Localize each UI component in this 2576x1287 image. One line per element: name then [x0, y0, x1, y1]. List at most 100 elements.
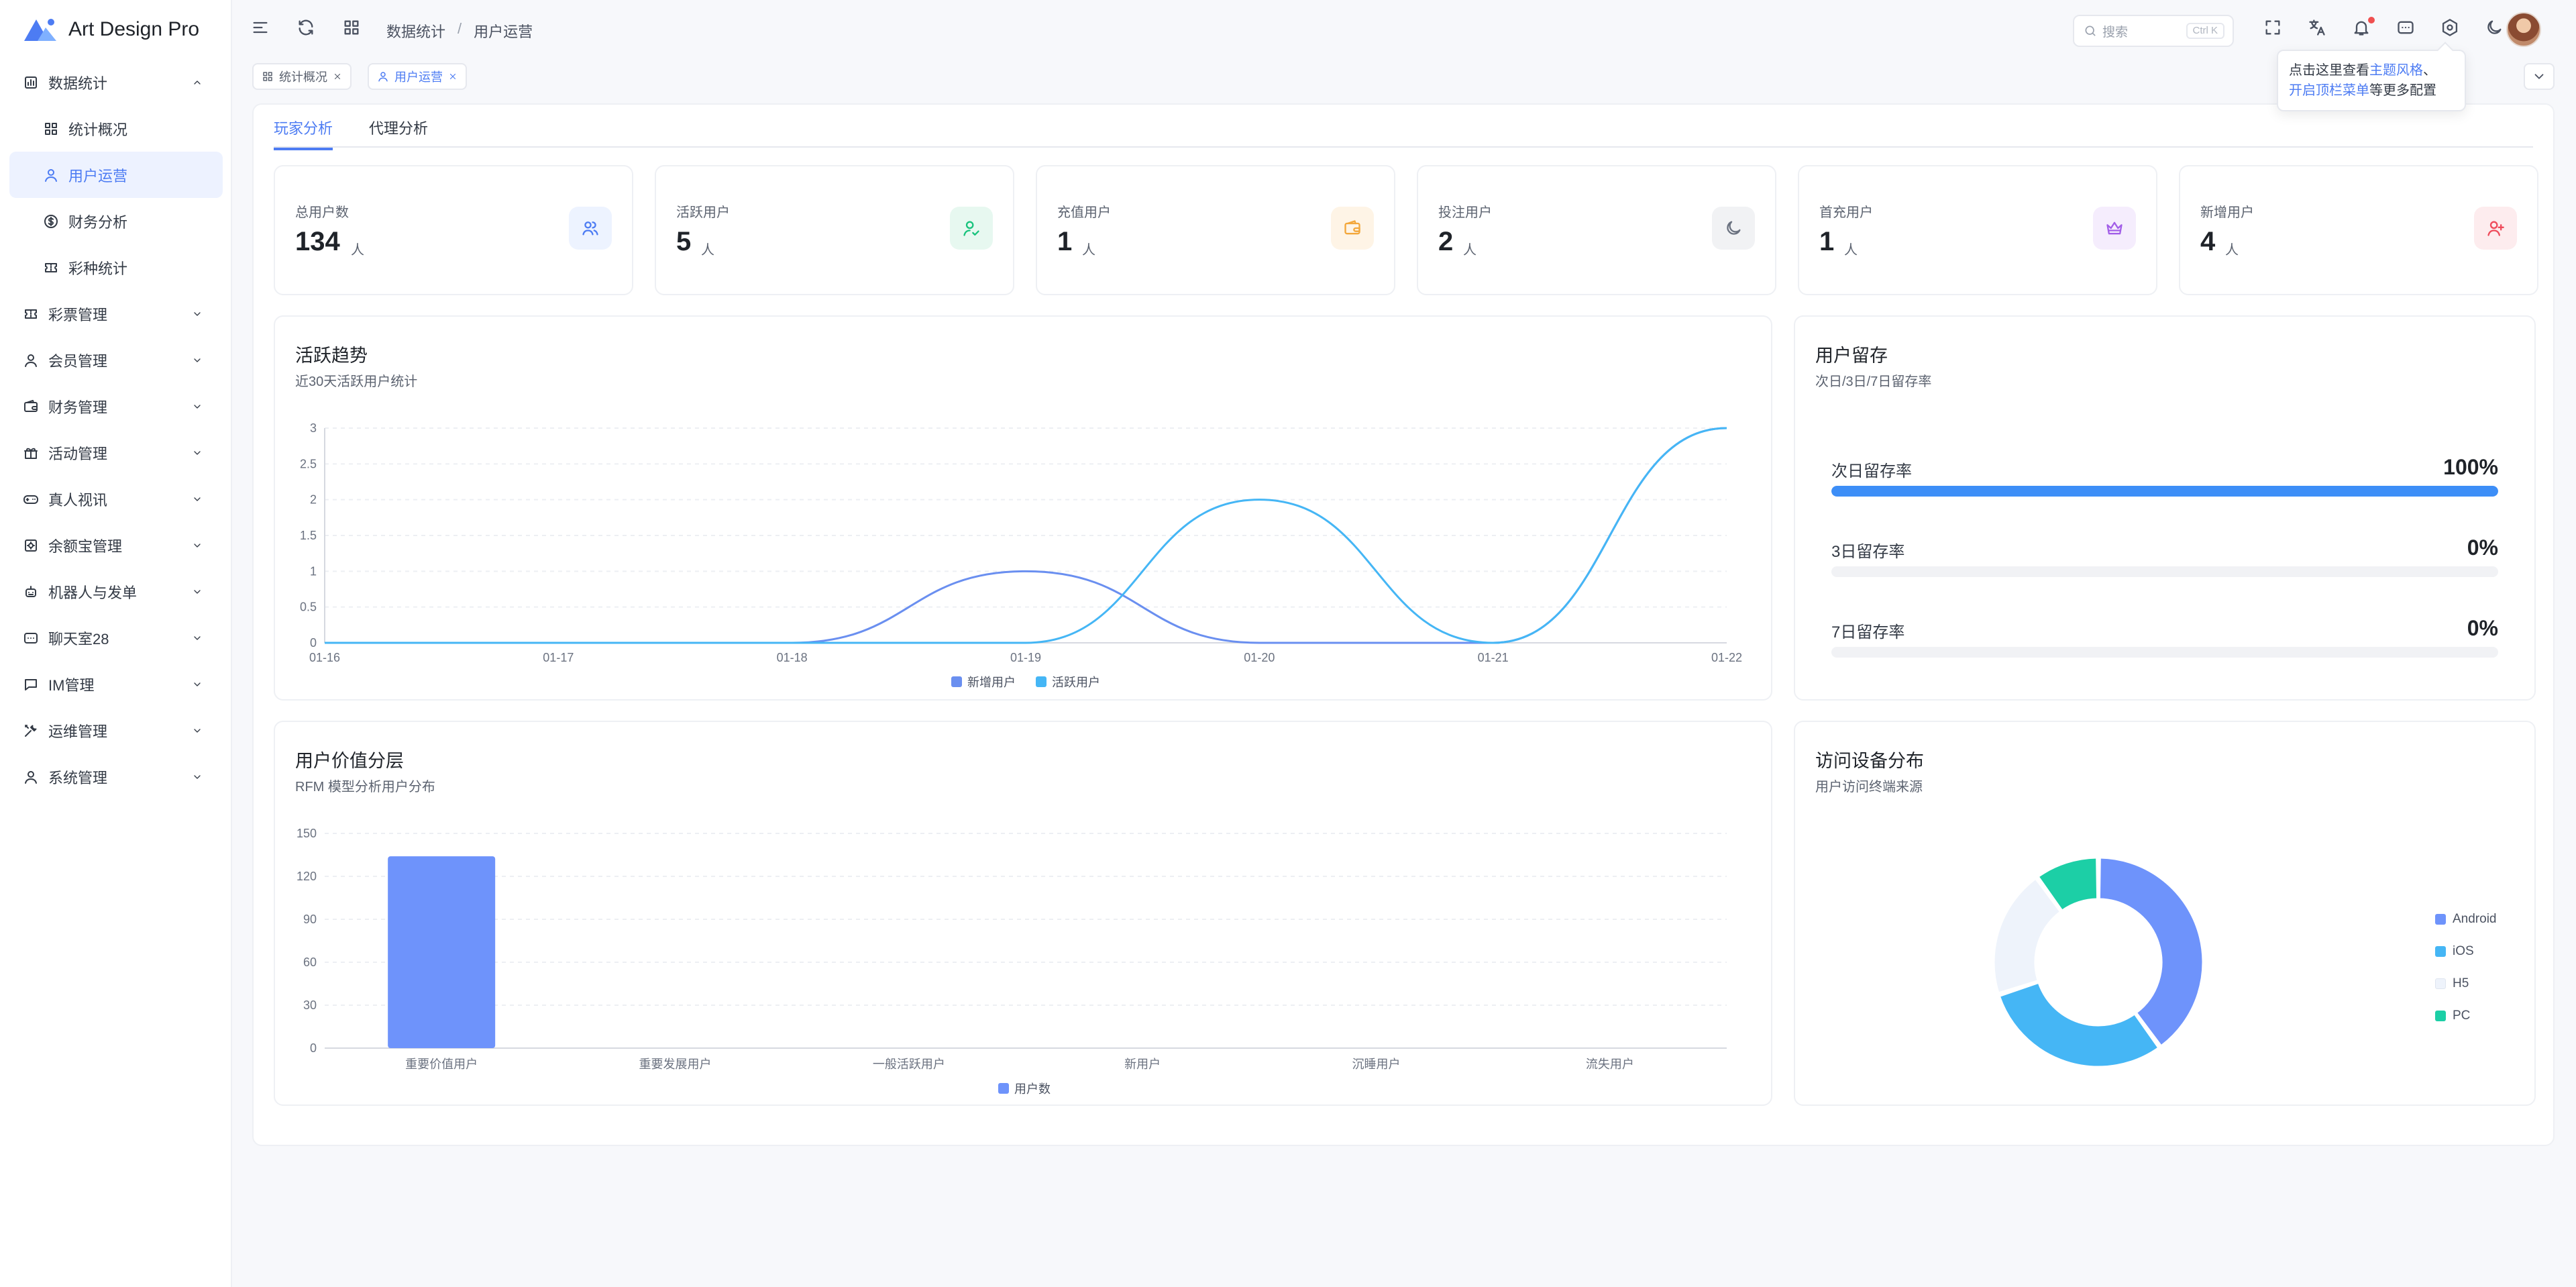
page-tab-overview[interactable]: 统计概况: [252, 63, 352, 90]
apps-grid-icon[interactable]: [342, 18, 364, 40]
x-tick-label: 新用户: [1124, 1058, 1161, 1071]
app-logo[interactable]: Art Design Pro: [23, 16, 199, 43]
legend-label[interactable]: 用户数: [1014, 1082, 1051, 1096]
y-tick-label: 150: [297, 827, 317, 840]
legend-item[interactable]: Android: [2435, 903, 2497, 935]
legend-item[interactable]: PC: [2435, 1000, 2497, 1032]
value-tier-card: 用户价值分层 RFM 模型分析用户分布 0 30 60 90 120 150 重要价值用户 重…: [274, 721, 1772, 1106]
donut-slice-3[interactable]: [2037, 856, 2099, 912]
sidebar-item-11[interactable]: 系统管理: [0, 754, 232, 800]
stat-label: 活跃用户: [676, 205, 730, 220]
sidebar-subitem-0[interactable]: 统计概况: [0, 105, 232, 152]
main-content: 玩家分析 代理分析 总用户数 134 人 活跃用户 5 人 充值用户 1 人 投…: [252, 103, 2555, 1146]
chat-icon: [24, 632, 38, 644]
stat-icon-box: [1712, 207, 1755, 250]
chevron-down-icon: [194, 497, 201, 501]
grid-icon: [45, 122, 57, 135]
donut-slice-2[interactable]: [1992, 877, 2062, 994]
notification-dot: [2368, 17, 2375, 23]
sidebar-item-10[interactable]: 运维管理: [0, 707, 232, 754]
users-icon: [582, 221, 598, 236]
value-tier-chart: 0 30 60 90 120 150 重要价值用户 重要发展用户 一般活跃用户 新用户 沉睡用户 流失…: [297, 827, 1727, 1096]
dark-mode-moon-icon[interactable]: [2485, 18, 2506, 40]
sidebar-item-2[interactable]: 会员管理: [0, 337, 232, 383]
user-icon: [45, 168, 57, 182]
app-title: Art Design Pro: [68, 18, 200, 40]
bar[interactable]: [388, 856, 496, 1048]
grid-icon: [263, 72, 272, 81]
breadcrumb-item-stats[interactable]: 数据统计: [386, 23, 446, 40]
top-menu-link[interactable]: 开启顶栏菜单: [2289, 83, 2369, 98]
sidebar-subitem-3[interactable]: 彩种统计: [0, 244, 232, 291]
legend-label: iOS: [2453, 944, 2474, 958]
legend-label[interactable]: 新增用户: [967, 676, 1016, 689]
sidebar-item-6[interactable]: 余额宝管理: [0, 522, 232, 568]
gamepad-icon: [23, 495, 38, 504]
stat-value: 2: [1438, 227, 1454, 256]
x-tick-label: 01-21: [1478, 651, 1509, 664]
donut-slice-0[interactable]: [2098, 856, 2204, 1047]
sidebar-item-0[interactable]: 数据统计: [0, 59, 232, 105]
sidebar-item-4[interactable]: 活动管理: [0, 429, 232, 476]
settings-gear-icon[interactable]: [2440, 18, 2462, 40]
user-plus-icon: [2487, 221, 2504, 236]
chevron-down-icon: [194, 450, 201, 455]
sidebar-item-label: 会员管理: [48, 352, 108, 370]
tooltip-text: 等更多配置: [2369, 83, 2436, 98]
chevron-down-icon: [194, 728, 201, 733]
sidebar-item-7[interactable]: 机器人与发单: [0, 568, 232, 615]
menu-toggle-icon[interactable]: [251, 18, 272, 40]
sidebar-item-8[interactable]: 聊天室28: [0, 615, 232, 661]
sidebar-item-1[interactable]: 彩票管理: [0, 291, 232, 337]
active-trend-title: 活跃趋势: [295, 346, 368, 366]
sidebar-subitem-1[interactable]: 用户运营: [9, 152, 223, 198]
search-icon: [2085, 25, 2096, 36]
tab-agent-analysis[interactable]: 代理分析: [369, 120, 429, 137]
retention-label: 7日留存率: [1831, 623, 1905, 641]
legend-item[interactable]: H5: [2435, 968, 2497, 1000]
sidebar-item-3[interactable]: 财务管理: [0, 383, 232, 429]
series-line-1: [325, 427, 1727, 644]
legend-swatch: [998, 1083, 1009, 1094]
translate-icon[interactable]: [2308, 18, 2329, 40]
theme-style-link[interactable]: 主题风格: [2369, 63, 2423, 78]
chat-icon[interactable]: [2396, 18, 2418, 40]
sidebar-item-label: 机器人与发单: [48, 584, 138, 601]
sidebar-subitem-2[interactable]: 财务分析: [0, 198, 232, 244]
donut-slice-1[interactable]: [1998, 981, 2160, 1068]
page-tab-user-ops[interactable]: 用户运营: [368, 63, 467, 90]
retention-label: 次日留存率: [1831, 462, 1912, 480]
chevron-down-icon: [194, 311, 201, 316]
analysis-tabs: 玩家分析 代理分析: [274, 105, 2533, 150]
tabs-more-button[interactable]: [2524, 63, 2555, 90]
device-subtitle: 用户访问终端来源: [1815, 780, 1923, 794]
robot-icon: [25, 585, 36, 597]
refresh-icon[interactable]: [297, 18, 318, 40]
page-tab-label: 用户运营: [394, 70, 443, 84]
stat-unit: 人: [1082, 243, 1095, 258]
legend-label: Android: [2453, 912, 2497, 926]
retention-value: 0%: [2467, 535, 2498, 560]
legend-item[interactable]: iOS: [2435, 935, 2497, 968]
search-input[interactable]: 搜索 Ctrl K: [2073, 15, 2234, 47]
stat-value: 1: [1057, 227, 1073, 256]
sidebar-item-5[interactable]: 真人视讯: [0, 476, 232, 522]
fullscreen-icon[interactable]: [2263, 18, 2285, 40]
user-avatar[interactable]: [2506, 12, 2541, 47]
device-title: 访问设备分布: [1815, 751, 1924, 771]
legend-label[interactable]: 活跃用户: [1052, 676, 1100, 689]
legend-swatch: [1036, 676, 1046, 687]
sidebar-subitem-label: 用户运营: [68, 167, 128, 185]
message-icon: [25, 678, 37, 690]
sidebar-item-9[interactable]: IM管理: [0, 661, 232, 707]
sidebar-item-label: 活动管理: [48, 445, 108, 462]
y-tick-label: 2: [310, 493, 317, 507]
sidebar-item-label: IM管理: [48, 676, 95, 694]
retention-progress-track: [1831, 486, 2498, 497]
close-icon[interactable]: [448, 72, 458, 81]
notification-bell-icon[interactable]: [2352, 17, 2375, 40]
tab-player-analysis[interactable]: 玩家分析: [274, 117, 333, 150]
search-shortcut: Ctrl K: [2186, 23, 2224, 39]
chevron-up-icon: [194, 80, 201, 85]
close-icon[interactable]: [333, 72, 342, 81]
